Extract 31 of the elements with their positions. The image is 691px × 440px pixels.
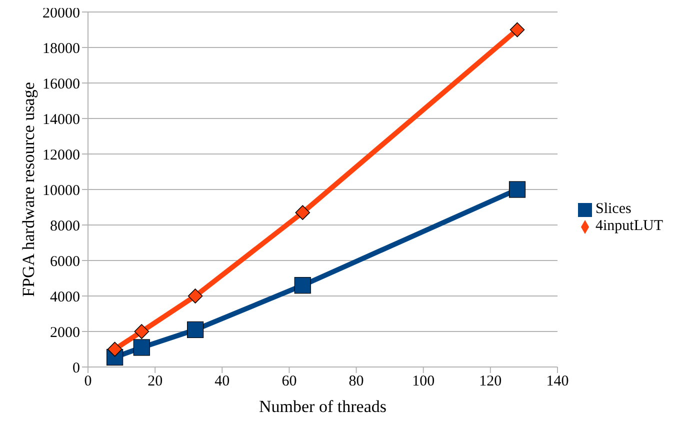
point bbox=[134, 324, 150, 339]
point bbox=[295, 205, 310, 220]
y-tick-label: 4000 bbox=[50, 289, 80, 306]
y-axis-title: FPGA hardware resource usage bbox=[19, 82, 38, 297]
point bbox=[188, 288, 203, 304]
x-tick-label: 0 bbox=[84, 374, 92, 390]
y-tick-label: 12000 bbox=[42, 147, 80, 164]
x-axis-title: Number of threads bbox=[259, 397, 386, 416]
point bbox=[107, 342, 122, 357]
point bbox=[294, 277, 311, 294]
x-tick-label: 40 bbox=[214, 374, 230, 390]
x-tick-label: 60 bbox=[282, 374, 297, 390]
point bbox=[133, 339, 150, 356]
y-tick-label: 0 bbox=[72, 360, 80, 376]
y-tick-label: 10000 bbox=[42, 182, 80, 199]
legend-label: Slices bbox=[596, 201, 632, 217]
y-tick-label: 8000 bbox=[50, 218, 80, 234]
y-tick-label: 18000 bbox=[42, 40, 80, 57]
y-tick-label: 16000 bbox=[42, 76, 80, 92]
x-tick-label: 100 bbox=[412, 374, 435, 390]
x-tick-label: 80 bbox=[348, 374, 364, 390]
x-tick-label: 120 bbox=[479, 374, 502, 390]
y-tick-label: 2000 bbox=[50, 324, 80, 341]
point bbox=[510, 22, 525, 38]
legend-label: 4inputLUT bbox=[596, 218, 663, 234]
x-tick-label: 20 bbox=[148, 374, 163, 390]
point bbox=[187, 321, 204, 338]
y-tick-label: 6000 bbox=[50, 254, 80, 270]
x-tick-label: 140 bbox=[546, 374, 569, 390]
y-tick-label: 14000 bbox=[42, 112, 80, 128]
point bbox=[508, 181, 526, 198]
